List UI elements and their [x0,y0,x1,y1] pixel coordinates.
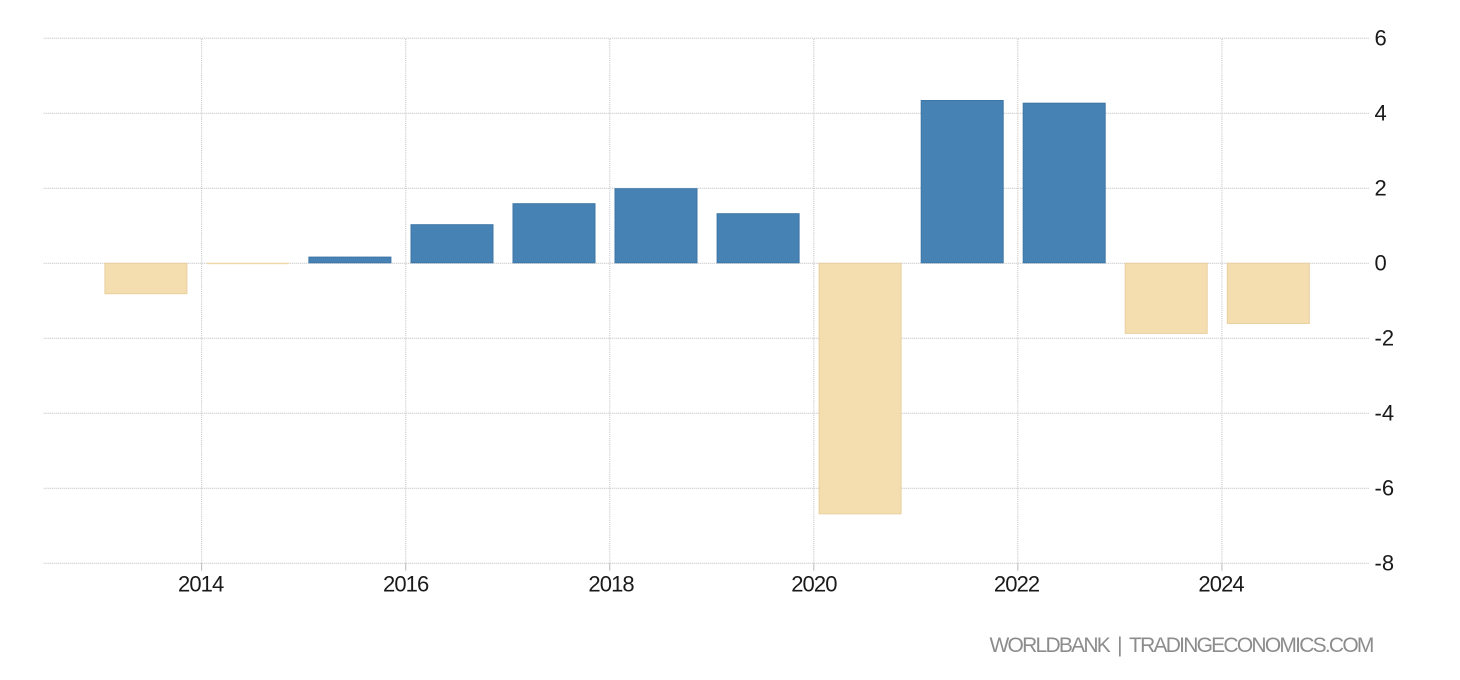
svg-text:-6: -6 [1375,476,1395,501]
svg-text:2016: 2016 [383,571,429,596]
svg-text:6: 6 [1375,26,1387,51]
svg-text:2022: 2022 [994,571,1040,596]
svg-text:-2: -2 [1375,326,1395,351]
svg-text:2024: 2024 [1198,571,1244,596]
svg-text:2020: 2020 [791,571,837,596]
svg-text:2014: 2014 [178,571,224,596]
svg-text:4: 4 [1375,101,1387,126]
svg-text:WORLDBANK | TRADINGECONOMICS: WORLDBANK | TRADINGECONOMICS.COM [990,634,1373,657]
svg-text:-4: -4 [1375,401,1395,426]
svg-text:-8: -8 [1375,551,1395,576]
svg-text:2018: 2018 [588,571,634,596]
svg-text:2: 2 [1375,176,1387,201]
svg-text:0: 0 [1375,251,1387,276]
